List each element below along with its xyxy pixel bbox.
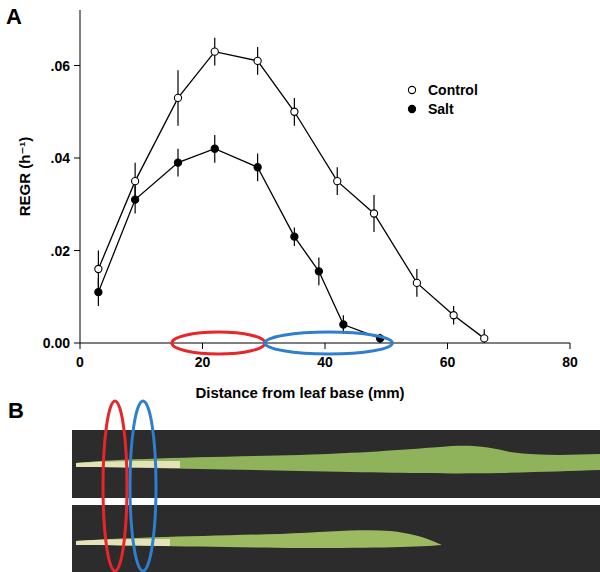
- photo-region: [103, 401, 127, 571]
- x-tick-label: 60: [440, 354, 456, 370]
- panel-label: B: [8, 398, 24, 423]
- y-axis: [80, 10, 81, 343]
- data-point: [174, 159, 181, 166]
- y-tick: [74, 250, 80, 251]
- x-axis-label: Distance from leaf base (mm): [195, 384, 404, 401]
- legend-marker: [408, 105, 415, 112]
- y-tick-label: .02: [51, 243, 71, 259]
- figure-svg: A B 0.00 .02 .04 .06 0 20 40 60 80 Distance from le…: [0, 0, 600, 572]
- data-point: [211, 145, 218, 152]
- x-tick-label: 40: [317, 354, 333, 370]
- data-point: [315, 268, 322, 275]
- photo-strip: [72, 430, 600, 498]
- x-tick-label: 0: [76, 354, 84, 370]
- series-line: [98, 52, 484, 339]
- data-point: [254, 57, 261, 64]
- x-tick-label: 20: [195, 354, 211, 370]
- data-point: [413, 279, 420, 286]
- series-line: [98, 149, 380, 339]
- data-point: [334, 178, 341, 185]
- data-point: [174, 94, 181, 101]
- data-point: [291, 233, 298, 240]
- data-point: [95, 265, 102, 272]
- data-point: [132, 196, 139, 203]
- x-tick: [202, 343, 203, 349]
- data-point: [481, 335, 488, 342]
- data-point: [254, 164, 261, 171]
- photo-region: [130, 401, 156, 571]
- figure: A B 0.00 .02 .04 .06 0 20 40 60 80 Distance from le…: [0, 0, 600, 572]
- x-tick: [325, 343, 326, 349]
- y-tick-label: .04: [51, 150, 71, 166]
- x-tick-label: 80: [562, 354, 578, 370]
- legend-label: Salt: [428, 101, 454, 117]
- data-point: [450, 312, 457, 319]
- photo-strip: [72, 505, 600, 572]
- data-point: [211, 48, 218, 55]
- x-tick: [570, 343, 571, 349]
- data-point: [340, 321, 347, 328]
- x-tick: [447, 343, 448, 349]
- y-tick: [74, 65, 80, 66]
- y-tick: [74, 343, 80, 344]
- highlight-region: [172, 332, 265, 354]
- data-point: [291, 108, 298, 115]
- y-tick-label: 0.00: [43, 335, 70, 351]
- y-tick-label: .06: [51, 58, 71, 74]
- y-axis-label: REGR (h⁻¹): [16, 137, 33, 217]
- highlight-region: [265, 332, 392, 354]
- legend-label: Control: [428, 82, 478, 98]
- panel-label: A: [6, 4, 22, 29]
- data-point: [370, 210, 377, 217]
- x-tick: [80, 343, 81, 349]
- data-point: [132, 178, 139, 185]
- data-point: [95, 289, 102, 296]
- legend-marker: [408, 86, 415, 93]
- y-tick: [74, 158, 80, 159]
- plot-area: [95, 38, 488, 343]
